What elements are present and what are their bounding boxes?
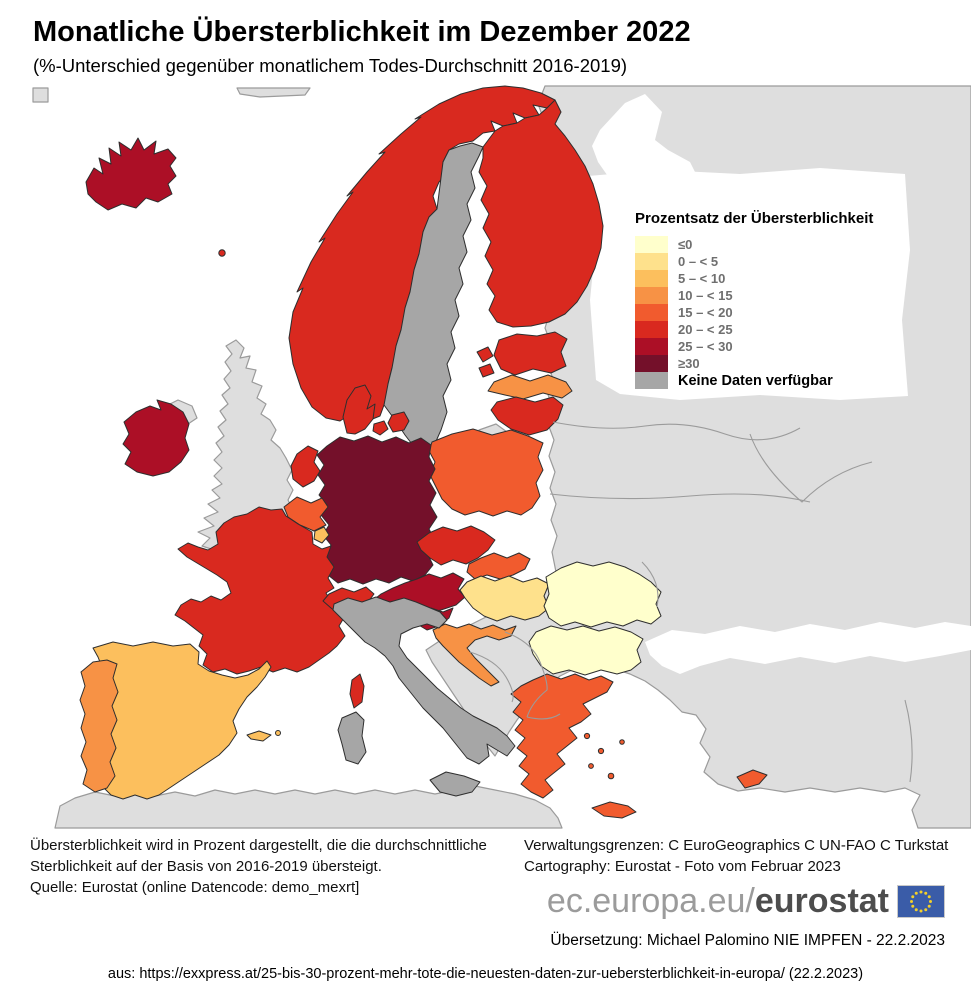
legend-swatch	[635, 270, 668, 287]
country-ireland	[122, 399, 190, 477]
eu-flag-star	[914, 908, 918, 912]
legend-swatch	[635, 321, 668, 338]
footnote-left: Übersterblichkeit wird in Prozent darges…	[30, 835, 530, 898]
country-greece	[510, 673, 637, 819]
country-lithuania	[490, 396, 564, 436]
eurostat-logo: ec.europa.eu/eurostat	[547, 882, 945, 921]
legend-swatch	[635, 338, 668, 355]
border-levant	[904, 699, 913, 783]
legend-row: 10 – < 15	[635, 287, 925, 304]
legend-title: Prozentsatz der Übersterblichkeit	[635, 210, 874, 227]
eu-flag-star	[910, 900, 913, 903]
border-russia-belarus	[552, 421, 801, 441]
page-title: Monatliche Übersterblichkeit im Dezember…	[33, 16, 691, 48]
credits-line: Verwaltungsgrenzen: C EuroGeographics C …	[524, 837, 949, 854]
legend-row: ≥30	[635, 355, 925, 372]
country-poland	[428, 428, 544, 517]
footnote-line: Übersterblichkeit wird in Prozent darges…	[30, 837, 487, 854]
legend-swatch	[635, 355, 668, 372]
eu-flag-star	[924, 891, 928, 895]
legend-label: ≥30	[678, 356, 700, 371]
eu-flag-star	[919, 890, 923, 894]
legend-label: Keine Daten verfügbar	[678, 372, 833, 389]
country-cyprus	[736, 769, 768, 789]
legend-label: 25 – < 30	[678, 339, 733, 354]
country-france	[174, 506, 365, 709]
country-latvia	[487, 374, 573, 400]
country-germany	[316, 435, 438, 585]
legend-swatch	[635, 287, 668, 304]
legend-swatch	[635, 372, 668, 389]
country-hungary	[459, 575, 550, 622]
border-serbia	[504, 631, 548, 718]
legend-swatch	[635, 236, 668, 253]
legend-row: 0 – < 5	[635, 253, 925, 270]
faroe-islands	[218, 249, 226, 257]
legend-row: ≤0	[635, 236, 925, 253]
map-fragment-svalbard	[236, 87, 311, 98]
legend-rows: ≤0 0 – < 5 5 – < 10 10 – < 15 15 – < 20 20 – …	[635, 236, 925, 389]
country-denmark	[342, 384, 410, 436]
eu-flag-star	[924, 908, 928, 912]
translation-credit: Übersetzung: Michael Palomino NIE IMPFEN…	[550, 932, 945, 949]
footnote-line: Sterblichkeit auf der Basis von 2016-201…	[30, 858, 382, 875]
legend-row: 20 – < 25	[635, 321, 925, 338]
legend-swatch	[635, 304, 668, 321]
country-estonia	[476, 331, 568, 378]
eu-flag-icon	[897, 885, 945, 918]
legend-label: ≤0	[678, 237, 693, 252]
source-url-line: aus: https://exxpress.at/25-bis-30-proze…	[107, 966, 864, 982]
border-belarus-ukraine	[549, 493, 811, 503]
eu-flag-stars	[910, 890, 932, 913]
country-czechia	[416, 525, 496, 566]
black-sea	[645, 622, 971, 674]
country-iceland	[85, 137, 177, 211]
country-romania	[543, 561, 662, 628]
eu-flag-star	[927, 904, 931, 908]
eu-flag-star	[929, 900, 932, 903]
country-netherlands	[290, 445, 321, 488]
europe-choropleth-map	[32, 85, 971, 829]
country-italy	[332, 596, 516, 797]
country-portugal	[79, 659, 119, 793]
page-subtitle: (%-Unterschied gegenüber monatlichem Tod…	[33, 55, 628, 76]
legend-row: Keine Daten verfügbar	[635, 372, 925, 389]
country-bulgaria	[528, 625, 644, 676]
logo-prefix-text: ec.europa.eu/	[546, 882, 755, 920]
legend-swatch	[635, 253, 668, 270]
country-sweden	[383, 142, 484, 458]
credits-right: Verwaltungsgrenzen: C EuroGeographics C …	[524, 835, 964, 877]
lake-onega	[681, 273, 699, 299]
border-bosnia	[469, 651, 514, 703]
logo-bold-text: eurostat	[754, 882, 889, 920]
country-croatia	[432, 623, 517, 687]
legend-label: 15 – < 20	[678, 305, 733, 320]
legend-label: 0 – < 5	[678, 254, 719, 269]
eu-flag-star	[911, 904, 915, 908]
legend-row: 15 – < 20	[635, 304, 925, 321]
map-legend: Prozentsatz der Übersterblichkeit ≤0 0 – …	[635, 210, 925, 389]
eu-flag-star	[914, 891, 918, 895]
footnote-line: Quelle: Eurostat (online Datencode: demo…	[30, 879, 360, 896]
legend-label: 5 – < 10	[678, 271, 726, 286]
legend-label: 10 – < 15	[678, 288, 733, 303]
border-macedonia	[526, 713, 561, 720]
country-luxembourg	[313, 526, 330, 544]
border-ukraine-russia	[749, 433, 873, 503]
border-moldova	[641, 561, 659, 608]
country-finland	[478, 99, 604, 328]
eu-flag-star	[927, 895, 931, 899]
legend-label: 20 – < 25	[678, 322, 733, 337]
legend-row: 5 – < 10	[635, 270, 925, 287]
legend-row: 25 – < 30	[635, 338, 925, 355]
map-fragment-corner	[32, 87, 49, 103]
legend-white-region	[588, 168, 910, 400]
eu-flag-star	[911, 895, 915, 899]
eu-flag-star	[919, 909, 923, 913]
credits-line: Cartography: Eurostat - Foto vom Februar…	[524, 858, 841, 875]
